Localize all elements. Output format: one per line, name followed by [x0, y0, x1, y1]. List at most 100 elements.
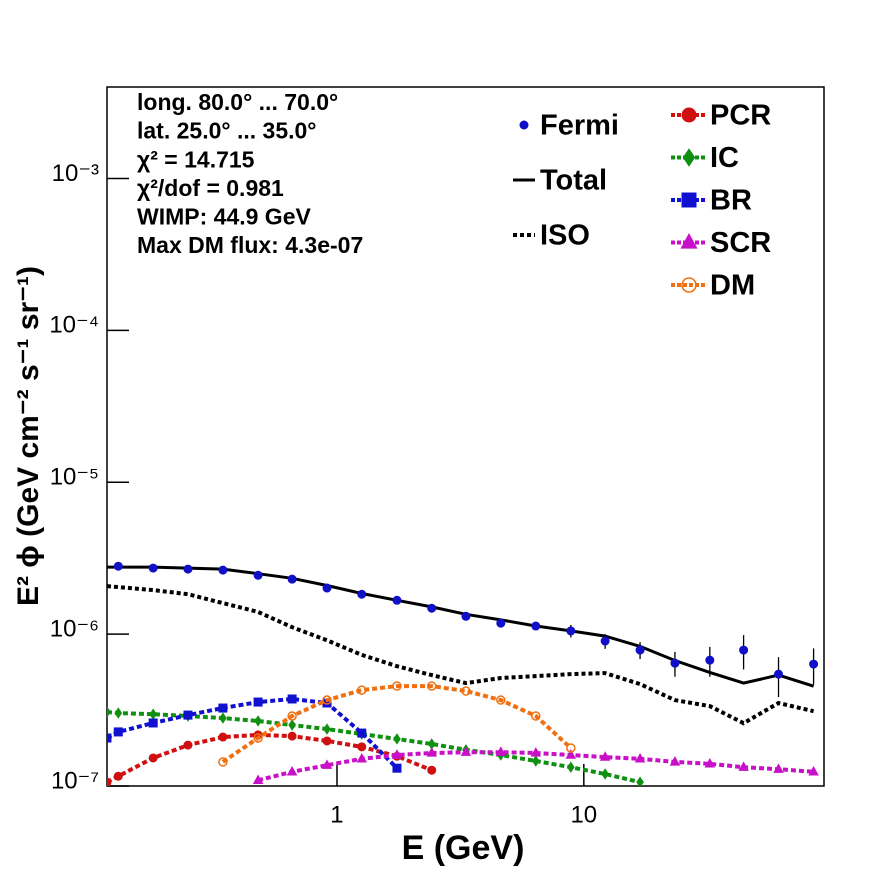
y-tick-label: 10⁻⁶ — [50, 615, 99, 642]
annotation: χ²/dof = 0.981 — [137, 175, 284, 201]
marker — [738, 761, 749, 771]
marker — [218, 732, 228, 742]
marker — [566, 743, 576, 753]
legend-marker — [680, 233, 698, 249]
marker — [392, 763, 402, 773]
y-tick-label: 10⁻⁷ — [51, 767, 99, 794]
x-tick-label: 10 — [570, 801, 597, 828]
marker — [253, 733, 263, 743]
marker — [218, 703, 228, 713]
marker — [461, 686, 471, 696]
marker — [322, 736, 332, 746]
data-point — [496, 618, 506, 628]
y-tick-label: 10⁻⁴ — [49, 312, 99, 339]
marker — [567, 761, 575, 773]
annotation: Max DM flux: 4.3e-07 — [137, 232, 363, 258]
marker — [357, 685, 367, 695]
marker — [323, 723, 331, 735]
marker — [808, 765, 819, 776]
marker — [148, 753, 158, 763]
marker — [107, 777, 112, 786]
legend-label: PCR — [710, 100, 771, 132]
marker — [601, 768, 609, 780]
legend-marker — [682, 148, 696, 167]
marker — [426, 681, 437, 691]
marker — [532, 755, 540, 767]
y-tick-label: 10⁻⁵ — [50, 464, 99, 491]
marker — [253, 697, 263, 707]
data-point — [357, 589, 367, 599]
marker — [530, 747, 542, 757]
marker — [357, 742, 367, 752]
data-point — [774, 669, 784, 679]
legend-label: ISO — [540, 220, 590, 252]
marker — [357, 728, 367, 738]
data-point — [392, 595, 402, 605]
data-point — [635, 645, 645, 655]
legend-label: DM — [710, 270, 755, 302]
legend-marker — [681, 107, 697, 123]
marker — [460, 746, 472, 756]
marker — [252, 774, 264, 785]
annotation: χ² = 14.715 — [137, 146, 255, 172]
marker — [287, 694, 297, 704]
marker — [254, 715, 262, 727]
marker — [183, 710, 193, 720]
legend-marker — [681, 277, 697, 293]
data-point — [253, 570, 263, 580]
marker — [426, 747, 437, 757]
series-line — [221, 684, 573, 764]
marker — [107, 706, 111, 718]
y-tick-label: 10⁻³ — [52, 160, 99, 187]
marker — [287, 711, 297, 721]
marker — [356, 752, 368, 763]
data-point — [148, 563, 158, 573]
marker — [149, 708, 157, 720]
data-point — [218, 565, 228, 575]
y-axis-label: E² ϕ (GeV cm⁻² s⁻¹ sr⁻¹) — [12, 266, 45, 606]
marker — [565, 749, 577, 759]
data-point — [461, 611, 471, 621]
marker — [288, 719, 296, 731]
legend-label: IC — [710, 142, 739, 174]
annotation: lat. 25.0° ... 35.0° — [137, 118, 317, 144]
marker — [183, 740, 193, 750]
legend-marker — [681, 192, 697, 208]
x-tick-label: 1 — [330, 801, 343, 828]
data-point — [287, 574, 297, 584]
marker — [704, 757, 716, 768]
marker — [321, 759, 333, 769]
series-line — [107, 696, 399, 770]
data-point — [670, 658, 680, 668]
marker — [495, 746, 507, 756]
marker — [634, 752, 646, 763]
legend-marker — [519, 120, 529, 130]
marker — [322, 695, 332, 705]
marker — [636, 776, 644, 786]
data-point — [739, 645, 749, 655]
marker — [287, 731, 297, 741]
annotation: long. 80.0° ... 70.0° — [137, 89, 338, 115]
legend-label: Total — [540, 165, 607, 197]
data-point — [705, 655, 715, 665]
data-point — [531, 621, 541, 631]
marker — [496, 695, 506, 705]
marker — [107, 733, 112, 743]
marker — [393, 733, 401, 745]
marker — [773, 763, 784, 773]
marker — [113, 727, 123, 737]
legend-label: Fermi — [540, 110, 619, 142]
legend-label: BR — [710, 185, 752, 217]
data-point — [809, 659, 819, 669]
x-axis-label: E (GeV) — [402, 829, 525, 867]
series-line — [107, 710, 641, 785]
marker — [391, 749, 403, 759]
data-point — [566, 626, 576, 636]
marker — [392, 681, 402, 691]
data-point — [322, 583, 332, 593]
marker — [599, 751, 611, 761]
series-line — [107, 565, 815, 688]
marker — [219, 712, 227, 724]
data-point — [600, 636, 610, 646]
